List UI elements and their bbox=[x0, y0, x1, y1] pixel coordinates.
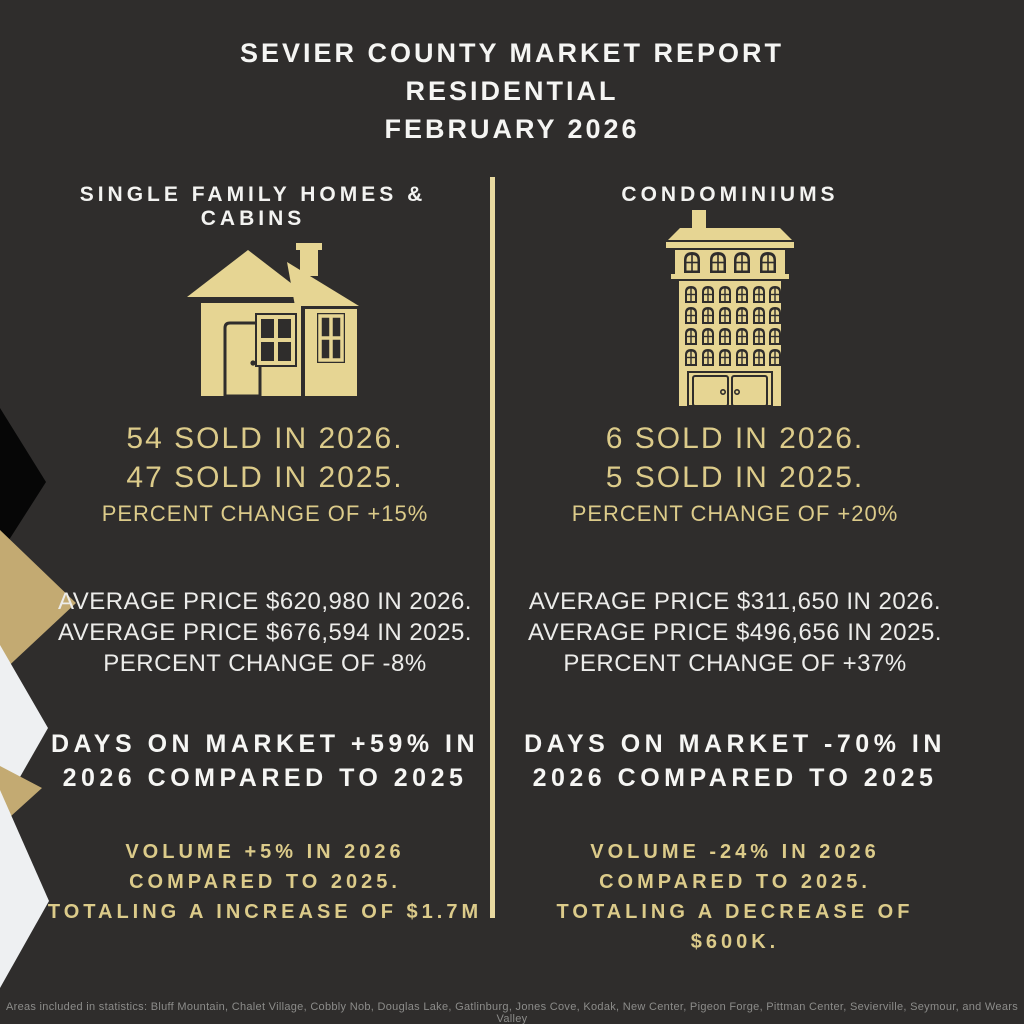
right-days-line-2: 2026 COMPARED TO 2025 bbox=[532, 764, 938, 792]
house-window-left bbox=[255, 313, 297, 367]
right-average-price-stats: AVERAGE PRICE $311,650 IN 2026. AVERAGE … bbox=[510, 586, 960, 679]
right-days-on-market: DAYS ON MARKET -70% IN 2026 COMPARED TO … bbox=[510, 727, 960, 795]
left-days-line-2: 2026 COMPARED TO 2025 bbox=[62, 764, 468, 792]
right-days-line-1: DAYS ON MARKET -70% IN bbox=[524, 730, 946, 758]
right-volume-stats: VOLUME -24% IN 2026 COMPARED TO 2025. TO… bbox=[510, 837, 960, 957]
column-divider bbox=[490, 177, 495, 918]
footer-areas-note: Areas included in statistics: Bluff Moun… bbox=[5, 1001, 1019, 1024]
right-sold-2026: 6 SOLD IN 2026. bbox=[605, 422, 865, 455]
report-title: SEVIER COUNTY MARKET REPORT RESIDENTIAL … bbox=[0, 34, 1024, 148]
right-volume-line-2: COMPARED TO 2025. bbox=[599, 871, 871, 893]
left-sold-2026: 54 SOLD IN 2026. bbox=[126, 422, 404, 455]
condo-door bbox=[687, 371, 773, 406]
right-volume-line-1: VOLUME -24% IN 2026 bbox=[590, 841, 880, 863]
left-volume-line-2: COMPARED TO 2025. bbox=[129, 871, 401, 893]
left-sold-stats: 54 SOLD IN 2026. 47 SOLD IN 2025. PERCEN… bbox=[40, 419, 490, 530]
condo-icon bbox=[666, 210, 794, 406]
right-avg-price-2025: AVERAGE PRICE $496,656 IN 2025. bbox=[528, 619, 942, 646]
right-volume-line-3: TOTALING A DECREASE OF $600K. bbox=[556, 901, 914, 953]
left-sold-2025: 47 SOLD IN 2025. bbox=[126, 461, 404, 494]
left-volume-stats: VOLUME +5% IN 2026 COMPARED TO 2025. TOT… bbox=[40, 837, 490, 927]
gold-wedge-decoration bbox=[0, 766, 42, 826]
left-sold-change: PERCENT CHANGE OF +15% bbox=[101, 501, 429, 526]
left-avg-price-2026: AVERAGE PRICE $620,980 IN 2026. bbox=[58, 588, 472, 615]
right-sold-stats: 6 SOLD IN 2026. 5 SOLD IN 2025. PERCENT … bbox=[510, 419, 960, 530]
house-window-right bbox=[317, 313, 345, 363]
left-volume-line-1: VOLUME +5% IN 2026 bbox=[125, 841, 405, 863]
right-avg-price-change: PERCENT CHANGE OF +37% bbox=[563, 650, 907, 677]
right-sold-change: PERCENT CHANGE OF +20% bbox=[571, 501, 899, 526]
title-line-3: FEBRUARY 2026 bbox=[384, 114, 640, 144]
left-avg-price-2025: AVERAGE PRICE $676,594 IN 2025. bbox=[58, 619, 472, 646]
right-sold-2025: 5 SOLD IN 2025. bbox=[605, 461, 865, 494]
left-column-header: SINGLE FAMILY HOMES & CABINS bbox=[79, 183, 427, 230]
left-volume-line-3: TOTALING A INCREASE OF $1.7M bbox=[47, 901, 483, 923]
left-days-line-1: DAYS ON MARKET +59% IN bbox=[50, 730, 480, 758]
right-avg-price-2026: AVERAGE PRICE $311,650 IN 2026. bbox=[528, 588, 942, 615]
left-avg-price-change: PERCENT CHANGE OF -8% bbox=[103, 650, 427, 677]
title-line-1: SEVIER COUNTY MARKET REPORT bbox=[239, 38, 785, 68]
left-days-on-market: DAYS ON MARKET +59% IN 2026 COMPARED TO … bbox=[40, 727, 490, 795]
house-icon bbox=[187, 243, 359, 396]
house-door bbox=[223, 321, 262, 396]
left-average-price-stats: AVERAGE PRICE $620,980 IN 2026. AVERAGE … bbox=[40, 586, 490, 679]
right-column-header: CONDOMINIUMS bbox=[621, 183, 839, 206]
title-line-2: RESIDENTIAL bbox=[405, 76, 619, 106]
